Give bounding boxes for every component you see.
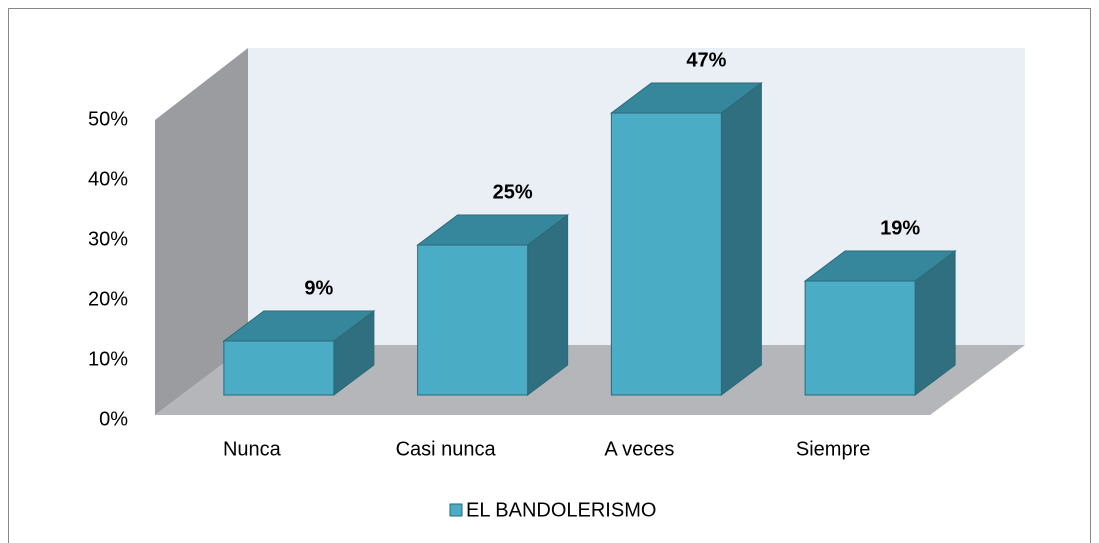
bar xyxy=(803,250,957,396)
y-tick-label: 50% xyxy=(88,108,128,130)
y-tick-label: 10% xyxy=(88,348,128,370)
y-tick-label: 40% xyxy=(88,168,128,190)
x-tick-label: A veces xyxy=(604,438,674,460)
chart-border xyxy=(8,8,1091,543)
legend-label: EL BANDOLERISMO xyxy=(466,499,656,521)
x-tick-label: Siempre xyxy=(796,438,870,460)
bar-front xyxy=(417,244,529,396)
x-tick-label: Casi nunca xyxy=(396,438,497,460)
bar-side xyxy=(527,214,569,396)
legend-swatch xyxy=(449,503,463,517)
x-tick-label: Nunca xyxy=(223,438,282,460)
bar-front xyxy=(223,340,335,396)
bar xyxy=(416,214,570,396)
bar-side xyxy=(720,82,762,396)
bar xyxy=(609,82,763,396)
data-label: 19% xyxy=(880,217,920,239)
data-label: 47% xyxy=(686,49,726,71)
y-tick-label: 0% xyxy=(99,408,128,430)
bar-front xyxy=(610,112,722,396)
side-wall xyxy=(155,48,248,415)
bar xyxy=(222,310,376,396)
data-label: 9% xyxy=(304,277,333,299)
y-tick-label: 20% xyxy=(88,288,128,310)
y-tick-label: 30% xyxy=(88,228,128,250)
bar-front xyxy=(804,280,916,396)
data-label: 25% xyxy=(493,181,533,203)
